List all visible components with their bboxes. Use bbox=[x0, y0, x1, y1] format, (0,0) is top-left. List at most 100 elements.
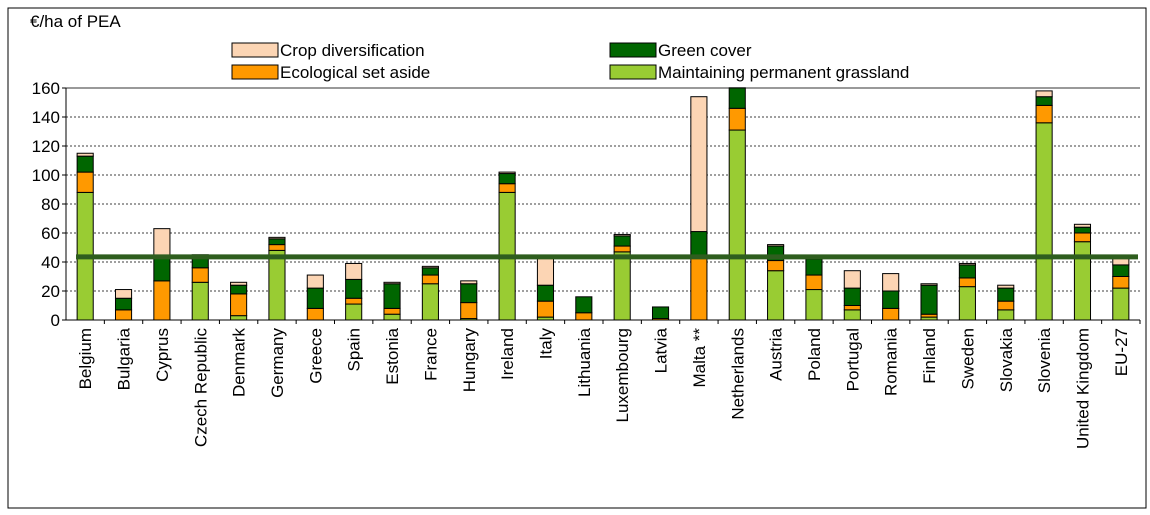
bar-segment bbox=[536, 300, 555, 318]
x-tick-label: Malta ** bbox=[690, 328, 709, 388]
bar-segment bbox=[997, 309, 1015, 321]
bar-segment bbox=[882, 290, 900, 309]
bar-segment bbox=[843, 287, 861, 307]
bar-segment bbox=[114, 289, 133, 299]
bar-segment bbox=[536, 284, 555, 302]
bar-segment bbox=[153, 228, 171, 257]
bar-segment bbox=[882, 273, 900, 292]
bar-segment bbox=[690, 257, 708, 321]
y-tick-label: 140 bbox=[32, 108, 60, 127]
bar-segment bbox=[1073, 232, 1092, 243]
bar-segment bbox=[460, 283, 478, 304]
bar-segment bbox=[268, 244, 286, 251]
bar-segment bbox=[421, 267, 439, 276]
x-tick-label: Italy bbox=[536, 328, 555, 360]
x-tick-label: Lithuania bbox=[575, 327, 594, 397]
bar-segment bbox=[498, 173, 516, 185]
legend-swatch bbox=[609, 42, 657, 58]
bar-segment bbox=[728, 129, 746, 321]
bar-segment bbox=[1112, 276, 1130, 289]
x-tick-label: Slovenia bbox=[1035, 327, 1054, 393]
bar-segment bbox=[153, 280, 171, 321]
bar-segment bbox=[958, 277, 976, 288]
bar-segment bbox=[230, 281, 248, 286]
bar-segment bbox=[268, 238, 286, 246]
x-tick-label: Latvia bbox=[652, 327, 671, 373]
bar-segment bbox=[345, 262, 363, 280]
x-tick-label: Czech Republic bbox=[191, 328, 210, 448]
x-tick-label: Greece bbox=[306, 328, 325, 384]
bar-segment bbox=[191, 267, 209, 283]
bar-segment bbox=[383, 307, 401, 315]
x-tick-label: Estonia bbox=[383, 327, 402, 384]
x-tick-label: Ireland bbox=[498, 328, 517, 380]
bar-segment bbox=[345, 278, 363, 299]
bar-segment bbox=[114, 309, 133, 321]
bar-segment bbox=[1035, 96, 1053, 106]
bar-segment bbox=[1073, 226, 1092, 234]
bar-segment bbox=[268, 236, 286, 240]
bar-segment bbox=[613, 251, 631, 321]
bar-segment bbox=[613, 245, 631, 253]
bar-segment bbox=[345, 297, 363, 305]
bar-segment bbox=[997, 284, 1015, 289]
bar-segment bbox=[613, 233, 631, 237]
x-tick-label: Slovakia bbox=[997, 327, 1016, 392]
bar-segment bbox=[958, 286, 976, 321]
bar-segment bbox=[997, 300, 1015, 311]
bar-segment bbox=[575, 312, 593, 321]
bar-segment bbox=[1112, 287, 1130, 321]
y-tick-label: 60 bbox=[41, 224, 60, 243]
y-tick-label: 20 bbox=[41, 282, 60, 301]
bar-segment bbox=[805, 258, 823, 276]
y-tick-label: 100 bbox=[32, 166, 60, 185]
x-tick-label: Sweden bbox=[958, 328, 977, 389]
bar-segment bbox=[805, 274, 823, 291]
bar-segment bbox=[76, 171, 94, 193]
x-tick-label: Hungary bbox=[460, 328, 479, 393]
y-tick-label: 0 bbox=[51, 311, 60, 330]
bar-segment bbox=[575, 296, 593, 314]
y-tick-label: 160 bbox=[32, 79, 60, 98]
bar-segment bbox=[958, 262, 976, 266]
bar-segment bbox=[843, 270, 861, 289]
bar-segment bbox=[230, 293, 248, 317]
bar-segment bbox=[383, 283, 401, 309]
x-tick-label: Cyprus bbox=[153, 328, 172, 382]
x-tick-label: EU-27 bbox=[1112, 328, 1131, 376]
bar-segment bbox=[498, 171, 516, 175]
bar-segment bbox=[153, 255, 171, 282]
x-tick-label: Netherlands bbox=[728, 328, 747, 420]
x-tick-label: Finland bbox=[920, 328, 939, 384]
bar-segment bbox=[268, 249, 286, 321]
legend-label: Green cover bbox=[658, 41, 752, 60]
legend-swatch bbox=[609, 64, 657, 80]
bar-segment bbox=[460, 280, 478, 285]
y-tick-label: 40 bbox=[41, 253, 60, 272]
x-tick-label: Belgium bbox=[76, 328, 95, 389]
bar-segment bbox=[383, 281, 401, 285]
y-tick-label: 80 bbox=[41, 195, 60, 214]
bar-segment bbox=[805, 289, 823, 321]
bar-segment bbox=[1073, 241, 1092, 321]
bar-segment bbox=[690, 96, 708, 233]
x-tick-label: Bulgaria bbox=[115, 327, 134, 390]
bar-segment bbox=[421, 274, 439, 285]
bar-segment bbox=[383, 313, 401, 321]
bar-segment bbox=[114, 297, 133, 311]
bar-segment bbox=[613, 235, 631, 247]
bar-segment bbox=[421, 283, 439, 321]
bar-segment bbox=[651, 306, 670, 320]
bar-segment bbox=[230, 315, 248, 321]
bar-segment bbox=[843, 305, 861, 311]
legend-label: Maintaining permanent grassland bbox=[658, 63, 909, 82]
bar-segment bbox=[1035, 122, 1053, 321]
bar-segment bbox=[1035, 90, 1053, 98]
x-tick-label: United Kingdom bbox=[1073, 328, 1092, 449]
x-tick-label: Denmark bbox=[230, 328, 249, 397]
bar-segment bbox=[690, 231, 708, 259]
legend-label: Ecological set aside bbox=[280, 63, 430, 82]
legend-label: Crop diversification bbox=[280, 41, 425, 60]
bar-segment bbox=[920, 284, 938, 315]
